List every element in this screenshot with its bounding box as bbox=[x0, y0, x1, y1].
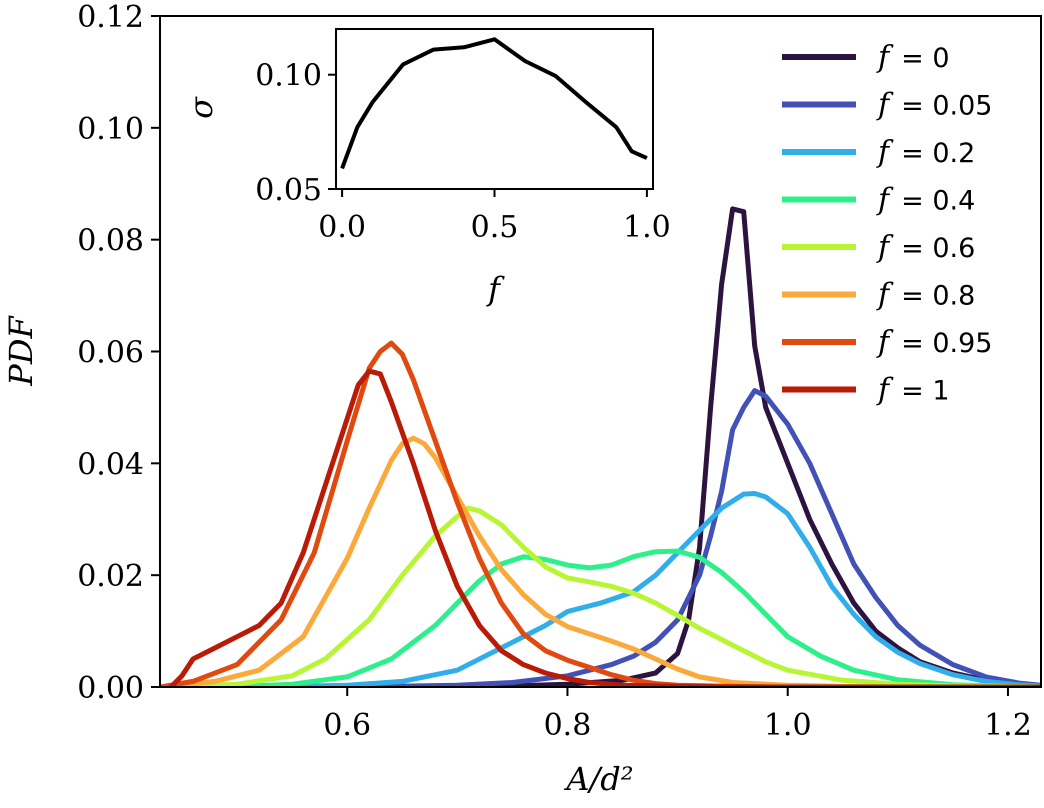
legend-label-value: = 0.05 bbox=[901, 91, 992, 122]
y-axis-label: PDF bbox=[2, 315, 40, 387]
legend-label-value: = 0.2 bbox=[901, 138, 975, 169]
legend-label: f = 0.8 bbox=[876, 278, 975, 313]
series-line-7 bbox=[168, 368, 1041, 687]
legend-label: f = 0.95 bbox=[876, 325, 992, 360]
inset-ticks: 0.0 0.5 1.0 0.05 0.10 bbox=[255, 59, 671, 245]
x-tick-label: 0.6 bbox=[323, 708, 371, 743]
inset-y-tick-label: 0.05 bbox=[255, 173, 322, 208]
y-tick-label: 0.00 bbox=[77, 671, 144, 706]
inset-series-lines bbox=[340, 37, 648, 170]
legend-label-f: f bbox=[876, 40, 894, 75]
inset-chart: 0.0 0.5 1.0 0.05 0.10 f σ bbox=[182, 28, 671, 308]
inset-x-tick-label: 0.0 bbox=[318, 210, 366, 245]
legend-label-f: f bbox=[876, 183, 894, 218]
series-line-5 bbox=[160, 435, 1041, 687]
series-line-3 bbox=[160, 548, 1041, 687]
inset-x-axis-label: f bbox=[486, 270, 505, 308]
legend-label-value: = 1 bbox=[901, 376, 949, 407]
y-tick-label: 0.12 bbox=[77, 0, 144, 35]
legend-label-f: f bbox=[876, 135, 894, 170]
legend-label: f = 1 bbox=[876, 373, 950, 408]
legend-label: f = 0 bbox=[876, 40, 950, 75]
y-tick-label: 0.02 bbox=[77, 559, 144, 594]
inset-y-tick-label: 0.10 bbox=[255, 59, 322, 94]
main-ticks: 0.6 0.8 1.0 1.2 0.00 0.02 0.04 0.06 0.08 0.10 0.12 bbox=[77, 0, 1032, 743]
series-line-4 bbox=[160, 505, 1041, 687]
x-axis-label: A/d² bbox=[563, 760, 633, 798]
series-line-1 bbox=[160, 388, 1041, 687]
legend-label: f = 0.4 bbox=[876, 183, 975, 218]
legend-label-value: = 0.95 bbox=[901, 328, 992, 359]
legend-label: f = 0.05 bbox=[876, 88, 992, 123]
x-tick-label: 1.2 bbox=[984, 708, 1032, 743]
legend-label-f: f bbox=[876, 325, 894, 360]
inset-series-line bbox=[340, 37, 648, 170]
y-tick-label: 0.10 bbox=[77, 112, 144, 147]
legend-label: f = 0.2 bbox=[876, 135, 975, 170]
inset-x-tick-label: 0.5 bbox=[471, 210, 519, 245]
y-tick-label: 0.08 bbox=[77, 224, 144, 259]
y-tick-label: 0.06 bbox=[77, 336, 144, 371]
legend: f = 0f = 0.05f = 0.2f = 0.4f = 0.6f = 0.8f = 0.… bbox=[782, 40, 992, 408]
legend-label-value: = 0.4 bbox=[901, 186, 975, 217]
x-tick-label: 1.0 bbox=[764, 708, 812, 743]
legend-label-value: = 0.6 bbox=[901, 233, 975, 264]
legend-label: f = 0.6 bbox=[876, 230, 975, 265]
inset-background bbox=[336, 29, 653, 189]
series-line-2 bbox=[160, 491, 1041, 687]
legend-label-value: = 0 bbox=[901, 43, 949, 74]
legend-label-value: = 0.8 bbox=[901, 281, 975, 312]
x-tick-label: 0.8 bbox=[544, 708, 592, 743]
inset-y-axis-label: σ bbox=[182, 96, 220, 119]
legend-label-f: f bbox=[876, 373, 894, 408]
legend-label-f: f bbox=[876, 278, 894, 313]
legend-label-f: f bbox=[876, 88, 894, 123]
main-series-lines bbox=[160, 206, 1041, 687]
legend-label-f: f bbox=[876, 230, 894, 265]
inset-x-tick-label: 1.0 bbox=[623, 210, 671, 245]
y-tick-label: 0.04 bbox=[77, 447, 144, 482]
